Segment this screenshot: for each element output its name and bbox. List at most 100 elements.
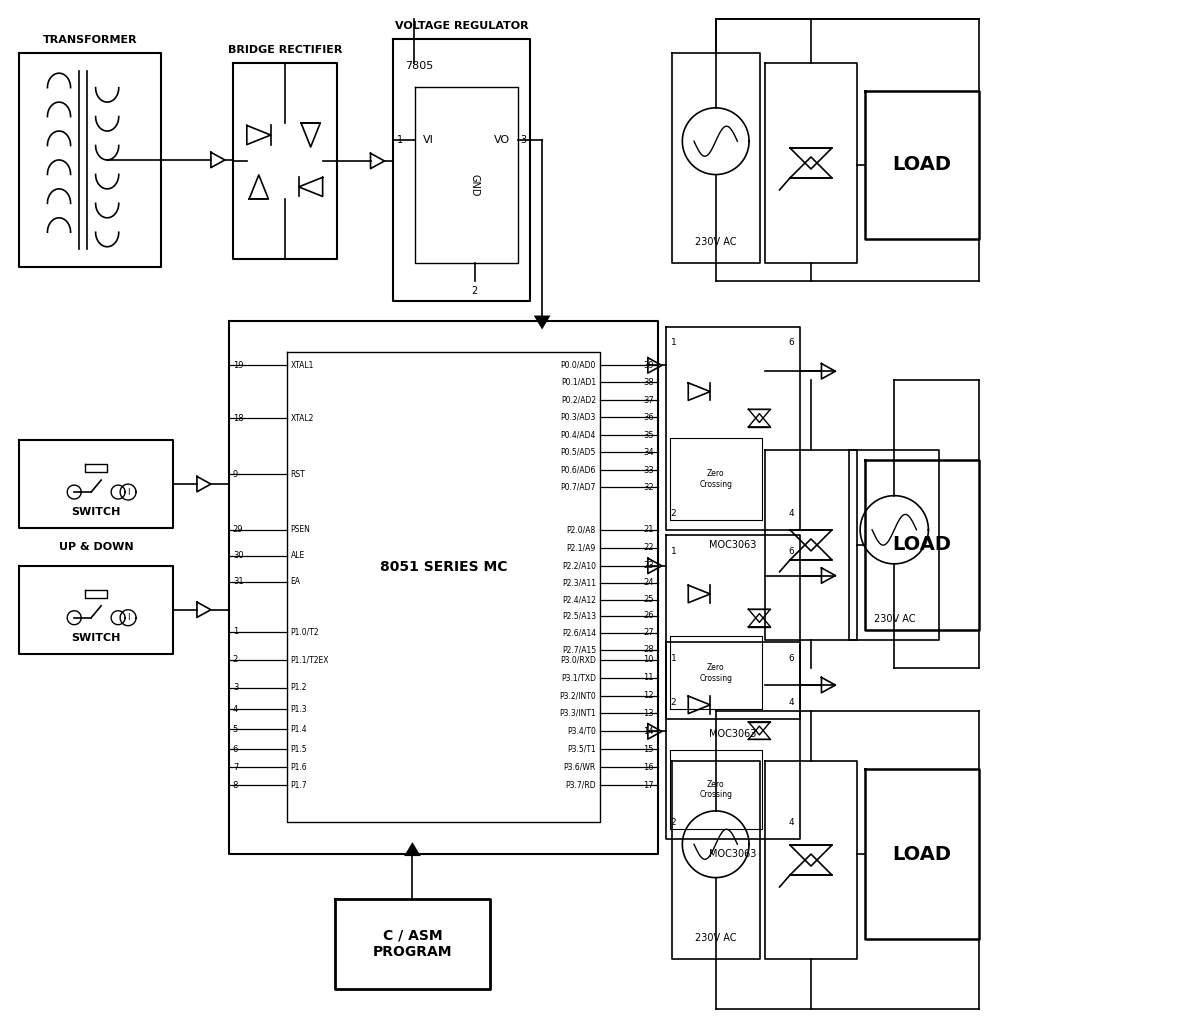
Text: 26: 26 (643, 612, 654, 620)
Text: GND: GND (470, 174, 479, 196)
Text: P2.1/A9: P2.1/A9 (567, 544, 596, 552)
Text: 19: 19 (233, 361, 244, 370)
Text: 4: 4 (789, 698, 794, 707)
Text: P1.2: P1.2 (291, 683, 307, 692)
Text: RST: RST (291, 470, 305, 479)
Text: P1.6: P1.6 (291, 763, 307, 772)
Text: LOAD: LOAD (893, 536, 952, 554)
Text: P1.0/T2: P1.0/T2 (291, 627, 319, 636)
Text: 1: 1 (233, 627, 238, 636)
Text: 28: 28 (643, 646, 654, 654)
Text: I: I (127, 614, 130, 622)
Text: 14: 14 (643, 727, 654, 736)
Text: 27: 27 (643, 628, 654, 637)
Text: PSEN: PSEN (291, 525, 311, 535)
Text: P0.1/AD1: P0.1/AD1 (561, 378, 596, 387)
Text: BRIDGE RECTIFIER: BRIDGE RECTIFIER (227, 45, 342, 56)
Text: 31: 31 (233, 578, 244, 586)
Text: 8051 SERIES MC: 8051 SERIES MC (379, 560, 507, 575)
Text: 6: 6 (233, 745, 238, 754)
Text: LOAD: LOAD (893, 155, 952, 175)
Text: 21: 21 (643, 525, 654, 535)
Text: 17: 17 (643, 780, 654, 790)
Text: XTAL1: XTAL1 (291, 361, 315, 370)
Text: 230V AC: 230V AC (695, 236, 736, 247)
Text: P2.0/A8: P2.0/A8 (567, 525, 596, 535)
Text: P2.6/A14: P2.6/A14 (562, 628, 596, 637)
Text: 9: 9 (233, 470, 238, 479)
Text: P3.1/TXD: P3.1/TXD (561, 673, 596, 682)
Text: 6: 6 (789, 547, 794, 556)
Text: Zero
Crossing: Zero Crossing (700, 470, 733, 489)
Text: 24: 24 (643, 579, 654, 587)
Text: 8: 8 (233, 780, 238, 790)
Text: 7805: 7805 (405, 62, 434, 71)
Text: EA: EA (291, 578, 300, 586)
Text: 2: 2 (233, 655, 238, 664)
Text: P0.5/AD5: P0.5/AD5 (561, 447, 596, 456)
Text: P3.2/INT0: P3.2/INT0 (560, 691, 596, 700)
Text: 15: 15 (643, 745, 654, 754)
Text: P0.2/AD2: P0.2/AD2 (561, 396, 596, 405)
Text: 230V AC: 230V AC (874, 614, 915, 624)
Text: 2: 2 (670, 509, 676, 518)
Text: 1: 1 (670, 547, 676, 556)
Text: 4: 4 (789, 818, 794, 828)
Text: 12: 12 (643, 691, 654, 700)
Text: 3: 3 (233, 683, 238, 692)
Text: Zero
Crossing: Zero Crossing (700, 663, 733, 683)
Text: 7: 7 (233, 763, 238, 772)
Text: P1.1/T2EX: P1.1/T2EX (291, 655, 329, 664)
Text: 2: 2 (670, 818, 676, 828)
Text: P1.7: P1.7 (291, 780, 307, 790)
Text: P2.5/A13: P2.5/A13 (562, 612, 596, 620)
Text: 1: 1 (397, 135, 404, 145)
Text: 18: 18 (233, 413, 244, 423)
Text: 1: 1 (670, 338, 676, 347)
Text: MOC3063: MOC3063 (709, 540, 756, 550)
Text: LOAD: LOAD (893, 845, 952, 864)
Text: 32: 32 (643, 482, 654, 491)
Text: P3.6/WR: P3.6/WR (564, 763, 596, 772)
Text: 29: 29 (233, 525, 244, 535)
Text: 1: 1 (670, 654, 676, 663)
Text: P0.7/AD7: P0.7/AD7 (561, 482, 596, 491)
Text: 2: 2 (670, 698, 676, 707)
Text: 6: 6 (789, 654, 794, 663)
Text: P0.6/AD6: P0.6/AD6 (561, 466, 596, 475)
Text: MOC3063: MOC3063 (709, 730, 756, 739)
Text: P3.7/RD: P3.7/RD (565, 780, 596, 790)
Text: 10: 10 (643, 655, 654, 664)
Text: P3.0/RXD: P3.0/RXD (560, 655, 596, 664)
Text: P0.3/AD3: P0.3/AD3 (561, 413, 596, 421)
Text: 230V AC: 230V AC (695, 932, 736, 943)
Text: 34: 34 (643, 447, 654, 456)
Text: P2.3/A11: P2.3/A11 (562, 579, 596, 587)
Text: I: I (127, 487, 130, 497)
Text: 22: 22 (643, 544, 654, 552)
Text: P2.4/A12: P2.4/A12 (562, 595, 596, 604)
Text: 23: 23 (643, 561, 654, 571)
Text: ALE: ALE (291, 551, 305, 560)
Text: SWITCH: SWITCH (72, 507, 121, 517)
Text: P2.7/A15: P2.7/A15 (562, 646, 596, 654)
Text: Zero
Crossing: Zero Crossing (700, 780, 733, 800)
Text: P1.4: P1.4 (291, 725, 307, 734)
Text: TRANSFORMER: TRANSFORMER (42, 35, 138, 45)
Text: 35: 35 (643, 431, 654, 440)
Text: P2.2/A10: P2.2/A10 (562, 561, 596, 571)
Text: P3.4/T0: P3.4/T0 (567, 727, 596, 736)
Text: 3: 3 (519, 135, 527, 145)
Text: 25: 25 (643, 595, 654, 604)
Text: P1.3: P1.3 (291, 705, 307, 714)
Polygon shape (404, 842, 421, 856)
Text: MOC3063: MOC3063 (709, 849, 756, 859)
Text: 30: 30 (233, 551, 244, 560)
Text: 36: 36 (643, 413, 654, 421)
Text: VO: VO (494, 135, 510, 145)
Text: UP & DOWN: UP & DOWN (59, 542, 133, 552)
Text: 39: 39 (643, 361, 654, 370)
Text: P0.4/AD4: P0.4/AD4 (561, 431, 596, 440)
Text: 38: 38 (643, 378, 654, 387)
Text: XTAL2: XTAL2 (291, 413, 315, 423)
